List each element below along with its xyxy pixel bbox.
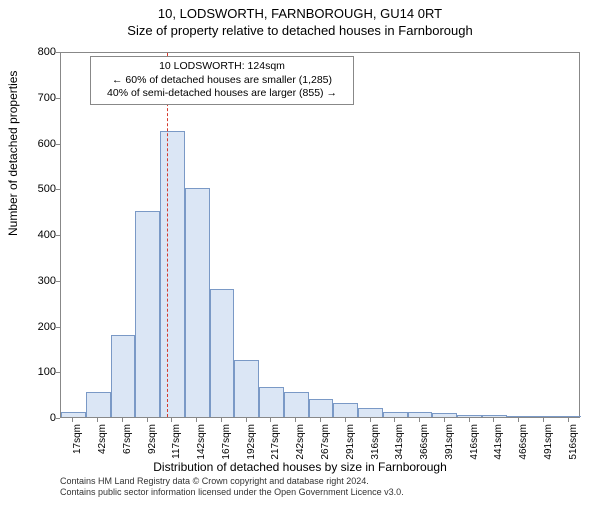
ytick-label: 400 [38, 229, 56, 241]
xtick-label: 217sqm [270, 424, 281, 474]
ytick-label: 100 [38, 366, 56, 378]
xtick-mark [196, 418, 197, 422]
xtick-mark [147, 418, 148, 422]
xtick-label: 242sqm [295, 424, 306, 474]
ytick-mark [56, 235, 60, 236]
xtick-label: 491sqm [543, 424, 554, 474]
histogram-bar [358, 408, 383, 417]
xtick-label: 341sqm [394, 424, 405, 474]
annotation-line2: ← 60% of detached houses are smaller (1,… [97, 74, 347, 88]
ytick-label: 200 [38, 321, 56, 333]
ytick-mark [56, 98, 60, 99]
annotation-box: 10 LODSWORTH: 124sqm← 60% of detached ho… [90, 56, 354, 105]
ytick-mark [56, 418, 60, 419]
ytick-mark [56, 144, 60, 145]
ytick-label: 600 [38, 138, 56, 150]
ytick-label: 300 [38, 275, 56, 287]
histogram-bar [259, 387, 284, 417]
histogram-bar [111, 335, 136, 417]
xtick-mark [568, 418, 569, 422]
xtick-label: 117sqm [171, 424, 182, 474]
xtick-label: 167sqm [221, 424, 232, 474]
ytick-mark [56, 189, 60, 190]
ytick-mark [56, 281, 60, 282]
xtick-mark [444, 418, 445, 422]
xtick-label: 441sqm [493, 424, 504, 474]
histogram-bar [408, 412, 433, 417]
xtick-mark [370, 418, 371, 422]
plot-area [60, 52, 580, 418]
histogram-bar [556, 416, 581, 417]
reference-line [167, 53, 169, 417]
ytick-label: 500 [38, 183, 56, 195]
xtick-mark [270, 418, 271, 422]
xtick-mark [72, 418, 73, 422]
xtick-label: 416sqm [469, 424, 480, 474]
histogram-bar [531, 416, 556, 417]
annotation-line3: 40% of semi-detached houses are larger (… [97, 87, 347, 101]
xtick-mark [221, 418, 222, 422]
chart-title-line2: Size of property relative to detached ho… [0, 23, 600, 38]
histogram-bar [507, 416, 532, 417]
xtick-label: 516sqm [568, 424, 579, 474]
xtick-label: 466sqm [518, 424, 529, 474]
xtick-label: 142sqm [196, 424, 207, 474]
xtick-label: 17sqm [72, 424, 83, 474]
histogram-bar [457, 415, 482, 417]
y-axis-label: Number of detached properties [6, 71, 20, 236]
histogram-bar [432, 413, 457, 417]
histogram-bar [86, 392, 111, 417]
histogram-bar [135, 211, 160, 417]
histogram-bar [309, 399, 334, 417]
xtick-mark [320, 418, 321, 422]
xtick-mark [394, 418, 395, 422]
xtick-mark [171, 418, 172, 422]
xtick-mark [518, 418, 519, 422]
xtick-label: 92sqm [147, 424, 158, 474]
ytick-mark [56, 327, 60, 328]
histogram-bar [234, 360, 259, 417]
ytick-label: 800 [38, 46, 56, 58]
xtick-mark [419, 418, 420, 422]
histogram-bar [383, 412, 408, 417]
xtick-mark [97, 418, 98, 422]
xtick-label: 192sqm [246, 424, 257, 474]
ytick-label: 700 [38, 92, 56, 104]
histogram-bar [482, 415, 507, 417]
ytick-mark [56, 372, 60, 373]
xtick-label: 42sqm [97, 424, 108, 474]
attribution-text: Contains HM Land Registry data © Crown c… [60, 476, 404, 498]
xtick-mark [469, 418, 470, 422]
attribution-line1: Contains HM Land Registry data © Crown c… [60, 476, 404, 487]
histogram-bar [61, 412, 86, 417]
xtick-label: 391sqm [444, 424, 455, 474]
xtick-mark [345, 418, 346, 422]
histogram-bar [284, 392, 309, 417]
xtick-label: 366sqm [419, 424, 430, 474]
xtick-label: 316sqm [370, 424, 381, 474]
histogram-bar [333, 403, 358, 417]
attribution-line2: Contains public sector information licen… [60, 487, 404, 498]
xtick-label: 267sqm [320, 424, 331, 474]
ytick-mark [56, 52, 60, 53]
xtick-label: 67sqm [122, 424, 133, 474]
xtick-mark [493, 418, 494, 422]
annotation-line1: 10 LODSWORTH: 124sqm [97, 60, 347, 74]
histogram-bar [185, 188, 210, 417]
histogram-bar [160, 131, 185, 417]
xtick-mark [246, 418, 247, 422]
histogram-bar [210, 289, 235, 417]
xtick-mark [543, 418, 544, 422]
xtick-label: 291sqm [345, 424, 356, 474]
xtick-mark [295, 418, 296, 422]
xtick-mark [122, 418, 123, 422]
chart-title-line1: 10, LODSWORTH, FARNBOROUGH, GU14 0RT [0, 6, 600, 21]
